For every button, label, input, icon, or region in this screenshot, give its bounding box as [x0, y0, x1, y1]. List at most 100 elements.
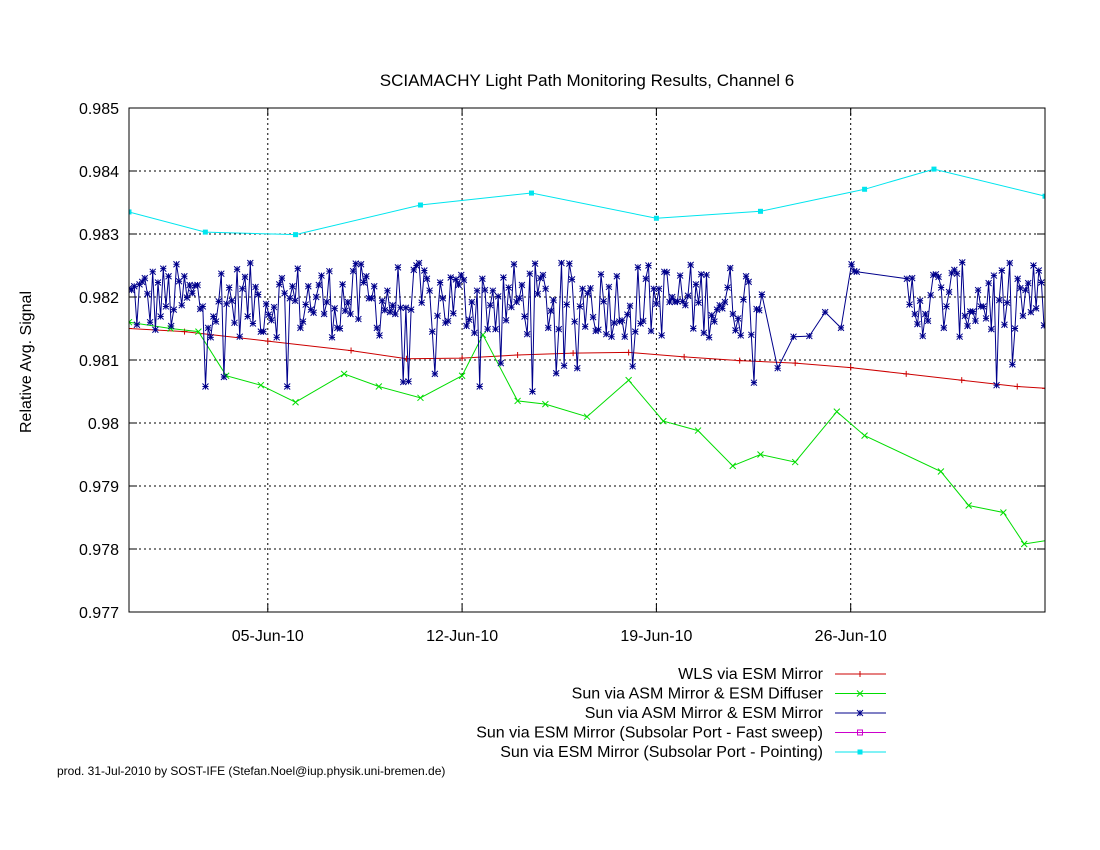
- data-point: [391, 310, 399, 318]
- data-point: [500, 274, 507, 281]
- data-point: [647, 327, 655, 335]
- data-point: [439, 294, 447, 302]
- data-point: [687, 261, 695, 269]
- data-point: [502, 316, 510, 324]
- data-point: [597, 270, 605, 278]
- series-line: [129, 168, 1045, 236]
- data-point: [1009, 361, 1016, 368]
- data-point: [1011, 325, 1019, 332]
- data-point: [194, 281, 201, 289]
- data-point: [347, 310, 354, 318]
- data-point: [576, 303, 584, 310]
- data-point: [600, 298, 608, 305]
- data-point: [523, 330, 531, 338]
- series-4: [129, 166, 1045, 238]
- data-point: [320, 310, 328, 318]
- series-layer: [129, 166, 1045, 548]
- data-point: [965, 502, 973, 509]
- data-point: [434, 312, 441, 320]
- data-point: [260, 328, 267, 336]
- data-point: [631, 328, 639, 336]
- data-point: [149, 268, 157, 276]
- data-point: [980, 303, 987, 310]
- data-point: [375, 383, 383, 390]
- data-point: [318, 272, 325, 279]
- data-point: [264, 338, 271, 345]
- data-point: [700, 329, 708, 337]
- data-point: [344, 298, 352, 306]
- data-point: [204, 324, 212, 332]
- y-tick-label: 0.98: [88, 416, 119, 433]
- data-point: [713, 306, 721, 313]
- data-point: [616, 318, 623, 325]
- data-point: [755, 306, 763, 314]
- data-point: [1003, 299, 1011, 307]
- data-point: [937, 284, 945, 291]
- data-point: [911, 310, 919, 318]
- data-point: [370, 282, 378, 290]
- data-point: [1032, 304, 1040, 312]
- data-point: [486, 301, 494, 309]
- data-point: [481, 286, 489, 294]
- data-point: [729, 462, 737, 470]
- data-point: [953, 270, 961, 278]
- data-point: [246, 259, 254, 267]
- data-point: [515, 294, 523, 302]
- data-point: [534, 290, 542, 298]
- data-point: [465, 316, 473, 324]
- data-point: [173, 260, 180, 268]
- data-point: [452, 276, 460, 283]
- data-point: [1022, 286, 1029, 294]
- data-point: [1014, 275, 1022, 283]
- data-point: [186, 281, 193, 289]
- data-point: [587, 284, 594, 292]
- data-point: [355, 315, 362, 323]
- data-point: [294, 265, 302, 273]
- y-tick-label: 0.982: [79, 290, 119, 307]
- data-point: [323, 298, 331, 306]
- data-point: [352, 260, 360, 267]
- data-point: [529, 388, 536, 395]
- legend: WLS via ESM Mirror Sun via ASM Mirror & E…: [476, 666, 886, 761]
- data-point: [745, 278, 753, 286]
- x-tick-label: 05-Jun-10: [232, 628, 304, 645]
- data-point: [228, 297, 236, 305]
- series-0: [129, 325, 1045, 392]
- data-point: [694, 427, 702, 434]
- data-point: [625, 349, 632, 356]
- data-point: [202, 383, 209, 390]
- data-point: [212, 318, 220, 325]
- data-point: [676, 272, 684, 279]
- data-point: [494, 293, 502, 300]
- data-point: [581, 323, 589, 330]
- data-point: [1020, 540, 1028, 548]
- data-point: [292, 398, 299, 406]
- data-point: [653, 215, 659, 221]
- data-point: [729, 310, 737, 318]
- data-point: [990, 272, 998, 279]
- data-point: [542, 400, 549, 408]
- data-point: [584, 289, 592, 297]
- data-point: [552, 369, 560, 377]
- data-point: [579, 285, 586, 293]
- data-point: [326, 267, 333, 275]
- y-axis-label: Relative Avg. Signal: [18, 291, 35, 433]
- data-point: [568, 276, 576, 283]
- data-point: [711, 318, 718, 325]
- data-point: [734, 315, 742, 322]
- data-point: [758, 291, 766, 298]
- series-line: [129, 321, 1045, 545]
- data-point: [862, 186, 868, 192]
- data-point: [742, 272, 750, 280]
- data-point: [1030, 262, 1037, 269]
- data-point: [531, 260, 539, 267]
- data-point: [415, 259, 423, 267]
- data-point: [458, 372, 466, 380]
- data-point: [349, 267, 357, 275]
- data-point: [471, 329, 478, 337]
- data-point: [528, 190, 534, 196]
- data-point: [431, 370, 439, 378]
- data-point: [195, 328, 202, 336]
- data-point: [299, 318, 307, 325]
- data-point: [679, 298, 687, 305]
